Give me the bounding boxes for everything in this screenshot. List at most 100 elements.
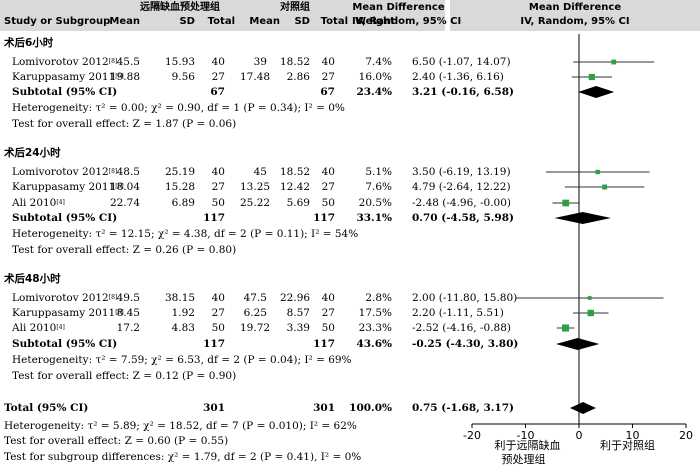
- sd1-value: 25.19: [165, 166, 196, 178]
- study-name: Karuppasamy 2011[6]: [12, 71, 124, 83]
- mean2-value: 25.22: [240, 197, 271, 209]
- weight-header: Weight: [355, 16, 395, 27]
- mean1-header: Mean: [109, 16, 140, 27]
- study-name: Karuppasamy 2011[6]: [12, 307, 124, 319]
- subtotal-ci: 0.70 (-4.58, 5.98): [412, 212, 514, 224]
- ci-value: -2.48 (-4.96, -0.00): [412, 197, 511, 209]
- ci-value: -2.52 (-4.16, -0.88): [412, 322, 511, 334]
- overall-effect-text: Test for overall effect: Z = 0.26 (P = 0…: [12, 244, 237, 256]
- total-total2: 301: [313, 402, 335, 414]
- favours-left-label: 利于远隔缺血: [495, 438, 561, 452]
- subtotal-ci: 3.21 (-0.16, 6.58): [412, 86, 514, 98]
- effect-marker: [562, 199, 570, 207]
- subtotal-total1: 67: [210, 86, 225, 98]
- sd1-header: SD: [179, 16, 195, 27]
- method-plot-header: IV, Random, 95% CI: [520, 16, 630, 27]
- study-name: Lomivorotov 2012[8]: [12, 292, 118, 304]
- sd1-value: 4.83: [171, 322, 195, 334]
- mean2-value: 47.5: [243, 292, 267, 304]
- heterogeneity-text: Heterogeneity: τ² = 12.15; χ² = 4.38, df…: [12, 228, 359, 240]
- mean1-value: 19.88: [109, 71, 140, 83]
- mean1-value: 48.5: [116, 166, 140, 178]
- mean2-value: 45: [253, 166, 267, 178]
- x-tick-label: -20: [463, 429, 481, 442]
- ci-value: 2.20 (-1.11, 5.51): [412, 307, 504, 319]
- study-name: Lomivorotov 2012[8]: [12, 56, 118, 68]
- total1-value: 27: [211, 307, 225, 319]
- ci-value: 2.40 (-1.36, 6.16): [412, 71, 504, 83]
- sd1-value: 15.93: [165, 56, 196, 68]
- subtotal-total2: 117: [313, 212, 335, 224]
- ci-value: 3.50 (-6.19, 13.19): [412, 166, 511, 178]
- subtotal-weight: 33.1%: [356, 212, 392, 224]
- total1-value: 27: [211, 181, 225, 193]
- group2-header: 对照组: [280, 2, 310, 13]
- study-name: Karuppasamy 2011[6]: [12, 181, 124, 193]
- subgroup-title: 术后6小时: [4, 37, 54, 49]
- mean1-value: 18.04: [109, 181, 140, 193]
- mean1-value: 45.5: [116, 56, 140, 68]
- total1-value: 50: [211, 322, 225, 334]
- effect-marker: [595, 169, 600, 175]
- heterogeneity-text: Heterogeneity: τ² = 0.00; χ² = 0.90, df …: [12, 102, 345, 114]
- mean2-header: Mean: [249, 16, 280, 27]
- total1-value: 50: [211, 197, 225, 209]
- x-tick-label: 20: [679, 429, 693, 442]
- subtotal-label: Subtotal (95% CI): [12, 212, 118, 224]
- total2-value: 27: [321, 307, 335, 319]
- sd1-value: 9.56: [171, 71, 195, 83]
- effect-marker: [602, 184, 608, 190]
- heterogeneity-text: Heterogeneity: τ² = 7.59; χ² = 6.53, df …: [12, 354, 352, 366]
- subtotal-total2: 67: [320, 86, 335, 98]
- sd2-value: 3.39: [286, 322, 310, 334]
- effect-marker: [587, 309, 594, 317]
- subtotal-total1: 117: [203, 212, 225, 224]
- subgroup-difference-text: Test for subgroup differences: χ² = 1.79…: [4, 451, 362, 463]
- subtotal-ci: -0.25 (-4.30, 3.80): [412, 338, 519, 350]
- mean2-value: 13.25: [240, 181, 271, 193]
- subtotal-label: Subtotal (95% CI): [12, 86, 118, 98]
- sd2-value: 5.69: [286, 197, 310, 209]
- study-name: Ali 2010[4]: [12, 197, 65, 209]
- weight-value: 2.8%: [365, 292, 392, 304]
- total1-value: 40: [211, 166, 225, 178]
- total2-value: 40: [321, 166, 335, 178]
- method-header: IV, Random, 95% CI: [352, 16, 462, 27]
- study-name: Lomivorotov 2012[8]: [12, 166, 118, 178]
- total1-value: 40: [211, 292, 225, 304]
- total2-header: Total: [320, 16, 348, 27]
- total2-value: 50: [321, 322, 335, 334]
- total1-header: Total: [207, 16, 235, 27]
- total-ci: 0.75 (-1.68, 3.17): [412, 402, 514, 414]
- subtotal-total2: 117: [313, 338, 335, 350]
- study-name: Ali 2010[4]: [12, 322, 65, 334]
- weight-value: 5.1%: [365, 166, 392, 178]
- overall-effect-text: Test for overall effect: Z = 1.87 (P = 0…: [12, 118, 237, 130]
- total2-value: 27: [321, 71, 335, 83]
- x-tick-label: 0: [576, 429, 583, 442]
- plot-header-bg: [450, 0, 700, 31]
- sd2-value: 18.52: [280, 56, 311, 68]
- mean2-value: 17.48: [240, 71, 271, 83]
- effect-marker: [588, 73, 595, 81]
- total-overall-effect-text: Test for overall effect: Z = 0.60 (P = 0…: [4, 435, 229, 447]
- overall-effect-text: Test for overall effect: Z = 0.12 (P = 0…: [12, 370, 237, 382]
- total-heterogeneity-text: Heterogeneity: τ² = 5.89; χ² = 18.52, df…: [4, 420, 357, 432]
- effect-marker: [611, 59, 617, 65]
- total-weight: 100.0%: [349, 402, 392, 414]
- mean2-value: 39: [253, 56, 267, 68]
- sd2-value: 22.96: [280, 292, 311, 304]
- mean2-value: 6.25: [243, 307, 267, 319]
- ci-value: 4.79 (-2.64, 12.22): [412, 181, 511, 193]
- subtotal-label: Subtotal (95% CI): [12, 338, 118, 350]
- sd2-value: 8.57: [286, 307, 310, 319]
- mean1-value: 17.2: [116, 322, 140, 334]
- summary-diamond: [578, 86, 615, 98]
- total2-value: 40: [321, 292, 335, 304]
- total2-value: 50: [321, 197, 335, 209]
- weight-value: 7.6%: [365, 181, 392, 193]
- ci-value: 2.00 (-11.80, 15.80): [412, 292, 518, 304]
- mean1-value: 8.45: [116, 307, 140, 319]
- subtotal-weight: 43.6%: [356, 338, 392, 350]
